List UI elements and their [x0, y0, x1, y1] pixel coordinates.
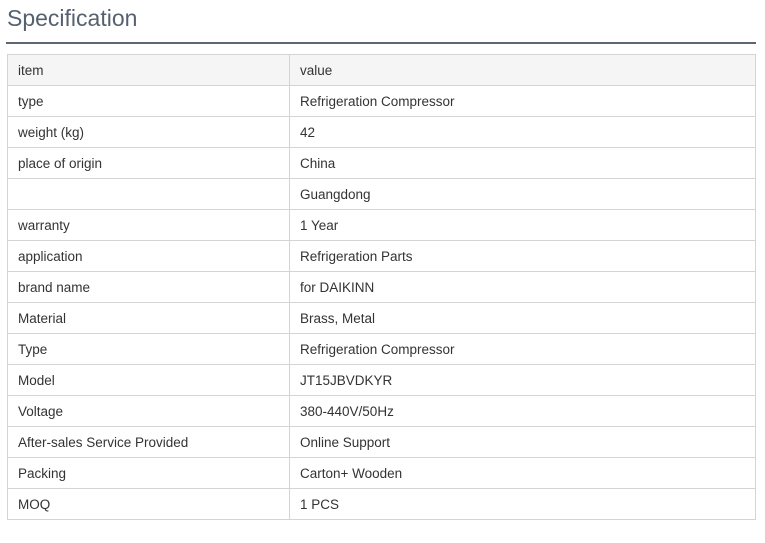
cell-item: application: [7, 240, 290, 272]
cell-item: Voltage: [7, 395, 290, 427]
cell-item: Type: [7, 333, 290, 365]
cell-value: JT15JBVDKYR: [289, 364, 756, 396]
cell-value: Refrigeration Compressor: [289, 333, 756, 365]
cell-item: Model: [7, 364, 290, 396]
cell-item: Packing: [7, 457, 290, 489]
title-divider: [6, 42, 756, 44]
table-header-row: item value: [7, 54, 756, 86]
cell-value: 1 PCS: [289, 488, 756, 520]
cell-item: MOQ: [7, 488, 290, 520]
table-row: weight (kg) 42: [7, 116, 756, 148]
cell-item: brand name: [7, 271, 290, 303]
cell-value: for DAIKINN: [289, 271, 756, 303]
spec-table: item value type Refrigeration Compressor w…: [7, 54, 756, 520]
table-row: Material Brass, Metal: [7, 302, 756, 334]
cell-item: place of origin: [7, 147, 290, 179]
table-row: warranty 1 Year: [7, 209, 756, 241]
cell-value: 42: [289, 116, 756, 148]
table-row: brand name for DAIKINN: [7, 271, 756, 303]
cell-value: Online Support: [289, 426, 756, 458]
page-title: Specification: [7, 5, 138, 31]
table-row: Model JT15JBVDKYR: [7, 364, 756, 396]
table-row: application Refrigeration Parts: [7, 240, 756, 272]
table-row: Voltage 380-440V/50Hz: [7, 395, 756, 427]
cell-value: China: [289, 147, 756, 179]
cell-item: weight (kg): [7, 116, 290, 148]
table-row: Packing Carton+ Wooden: [7, 457, 756, 489]
table-row: place of origin China: [7, 147, 756, 179]
cell-item: type: [7, 85, 290, 117]
header-value: value: [289, 54, 756, 86]
cell-value: 380-440V/50Hz: [289, 395, 756, 427]
table-row: Type Refrigeration Compressor: [7, 333, 756, 365]
cell-value: Brass, Metal: [289, 302, 756, 334]
cell-value: Refrigeration Compressor: [289, 85, 756, 117]
cell-item: After-sales Service Provided: [7, 426, 290, 458]
table-row: Guangdong: [7, 178, 756, 210]
cell-item: warranty: [7, 209, 290, 241]
cell-value: Guangdong: [289, 178, 756, 210]
table-row: After-sales Service Provided Online Suppo…: [7, 426, 756, 458]
header-item: item: [7, 54, 290, 86]
table-row: MOQ 1 PCS: [7, 488, 756, 520]
cell-value: Carton+ Wooden: [289, 457, 756, 489]
table-row: type Refrigeration Compressor: [7, 85, 756, 117]
cell-value: 1 Year: [289, 209, 756, 241]
cell-item: [7, 178, 290, 210]
cell-value: Refrigeration Parts: [289, 240, 756, 272]
cell-item: Material: [7, 302, 290, 334]
